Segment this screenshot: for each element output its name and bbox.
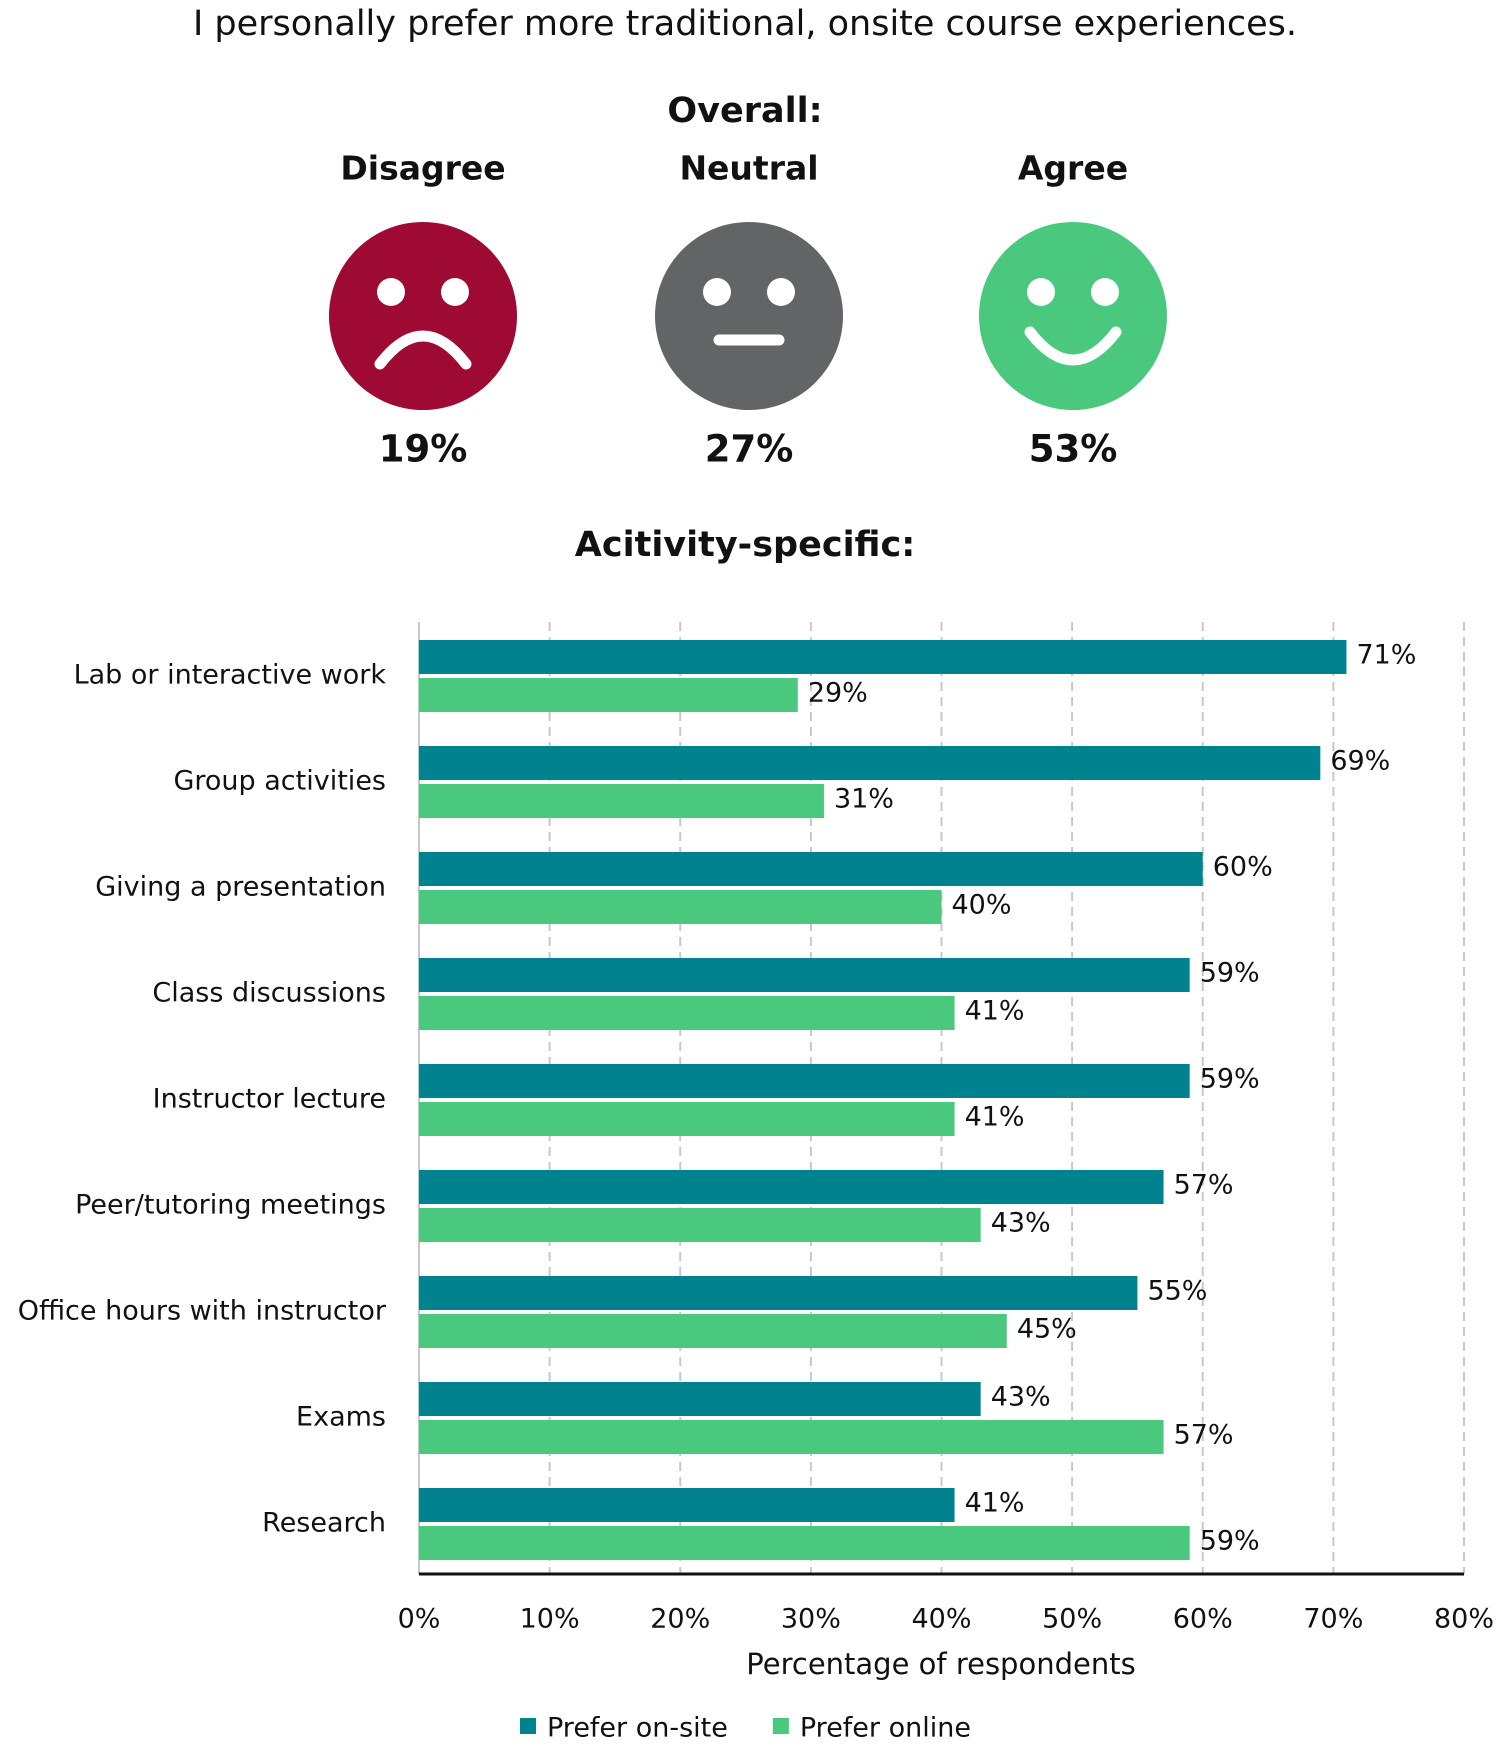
x-tick-label: 0%: [398, 1604, 441, 1635]
face-eye: [767, 278, 795, 306]
legend-label: Prefer on-site: [547, 1713, 728, 1744]
y-tick-label: Peer/tutoring meetings: [75, 1190, 386, 1221]
y-tick-label: Research: [262, 1508, 386, 1539]
bar: [419, 1064, 1190, 1098]
data-label: 71%: [1356, 640, 1416, 671]
data-label: 59%: [1200, 1526, 1260, 1557]
x-tick-label: 80%: [1434, 1604, 1494, 1635]
bar: [419, 1170, 1164, 1204]
bar: [419, 890, 942, 924]
bar: [419, 746, 1321, 780]
bar: [419, 1276, 1138, 1310]
x-tick-label: 70%: [1303, 1604, 1363, 1635]
bar: [419, 1526, 1190, 1560]
face-mouth: [374, 330, 472, 370]
bar: [419, 958, 1190, 992]
face-eye: [377, 278, 405, 306]
y-tick-label: Group activities: [173, 766, 386, 797]
x-tick-label: 40%: [911, 1604, 971, 1635]
face-mouth: [1024, 326, 1122, 366]
data-label: 57%: [1174, 1170, 1234, 1201]
x-tick-label: 10%: [520, 1604, 580, 1635]
face: [655, 222, 843, 410]
legend-label: Prefer online: [800, 1713, 971, 1744]
data-label: 59%: [1200, 958, 1260, 989]
bar: [419, 1102, 955, 1136]
face-eye: [1027, 278, 1055, 306]
x-axis-label: Percentage of respondents: [746, 1647, 1135, 1681]
y-tick-label: Office hours with instructor: [18, 1296, 387, 1327]
x-tick-label: 20%: [650, 1604, 710, 1635]
chart-title: Acitivity-specific:: [575, 525, 916, 565]
x-tick-label: 60%: [1173, 1604, 1233, 1635]
y-tick-label: Lab or interactive work: [74, 660, 387, 691]
overall-label: Neutral: [679, 149, 818, 188]
data-label: 43%: [991, 1382, 1051, 1413]
bar: [419, 784, 824, 818]
bar: [419, 1382, 981, 1416]
data-label: 60%: [1213, 852, 1273, 883]
face-eye: [441, 278, 469, 306]
face-eye: [1091, 278, 1119, 306]
bar: [419, 678, 798, 712]
y-tick-label: Exams: [296, 1402, 386, 1433]
data-label: 41%: [965, 996, 1025, 1027]
overall-value: 53%: [1029, 428, 1118, 471]
x-tick-label: 50%: [1042, 1604, 1102, 1635]
bar: [419, 640, 1347, 674]
x-tick-label: 30%: [781, 1604, 841, 1635]
face: [329, 222, 517, 410]
data-label: 29%: [808, 678, 868, 709]
page-title: I personally prefer more traditional, on…: [193, 4, 1297, 44]
overall-value: 19%: [379, 428, 468, 471]
bar: [419, 996, 955, 1030]
bar: [419, 1488, 955, 1522]
bar: [419, 1314, 1007, 1348]
data-label: 57%: [1174, 1420, 1234, 1451]
data-label: 41%: [965, 1488, 1025, 1519]
bar: [419, 1420, 1164, 1454]
y-tick-label: Instructor lecture: [153, 1084, 386, 1115]
bar: [419, 1208, 981, 1242]
data-label: 69%: [1330, 746, 1390, 777]
face-eye: [703, 278, 731, 306]
y-tick-label: Giving a presentation: [95, 872, 386, 903]
overall-label: Disagree: [340, 149, 505, 188]
y-tick-label: Class discussions: [152, 978, 386, 1009]
data-label: 43%: [991, 1208, 1051, 1239]
legend-swatch: [520, 1718, 536, 1734]
overall-value: 27%: [705, 428, 794, 471]
face: [979, 222, 1167, 410]
legend-swatch: [772, 1718, 789, 1734]
overall-label: Agree: [1018, 149, 1128, 188]
data-label: 31%: [834, 784, 894, 815]
bar: [419, 852, 1203, 886]
data-label: 40%: [952, 890, 1012, 921]
overall-heading: Overall:: [667, 91, 822, 131]
data-label: 59%: [1200, 1064, 1260, 1095]
data-label: 55%: [1147, 1276, 1207, 1307]
data-label: 41%: [965, 1102, 1025, 1133]
data-label: 45%: [1017, 1314, 1077, 1345]
